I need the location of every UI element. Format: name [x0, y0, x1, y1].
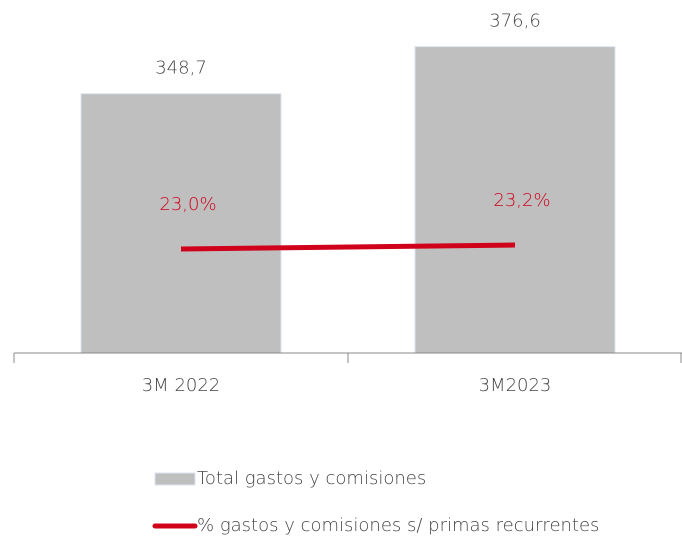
- x-tick-label: 3M 2022: [142, 375, 221, 396]
- line-value-label: 23,2%: [493, 190, 550, 211]
- legend-label: % gastos y comisiones s/ primas recurren…: [197, 515, 599, 536]
- line: [180, 242, 516, 252]
- bar-value-label: 376,6: [489, 11, 541, 32]
- line-value-label: 23,0%: [159, 194, 216, 215]
- bar: [80, 93, 282, 354]
- bar: [414, 46, 616, 354]
- bar-value-label: 348,7: [155, 58, 207, 79]
- legend-label: Total gastos y comisiones: [197, 468, 426, 489]
- legend-swatch: [154, 472, 196, 486]
- x-tick-label: 3M2023: [479, 375, 552, 396]
